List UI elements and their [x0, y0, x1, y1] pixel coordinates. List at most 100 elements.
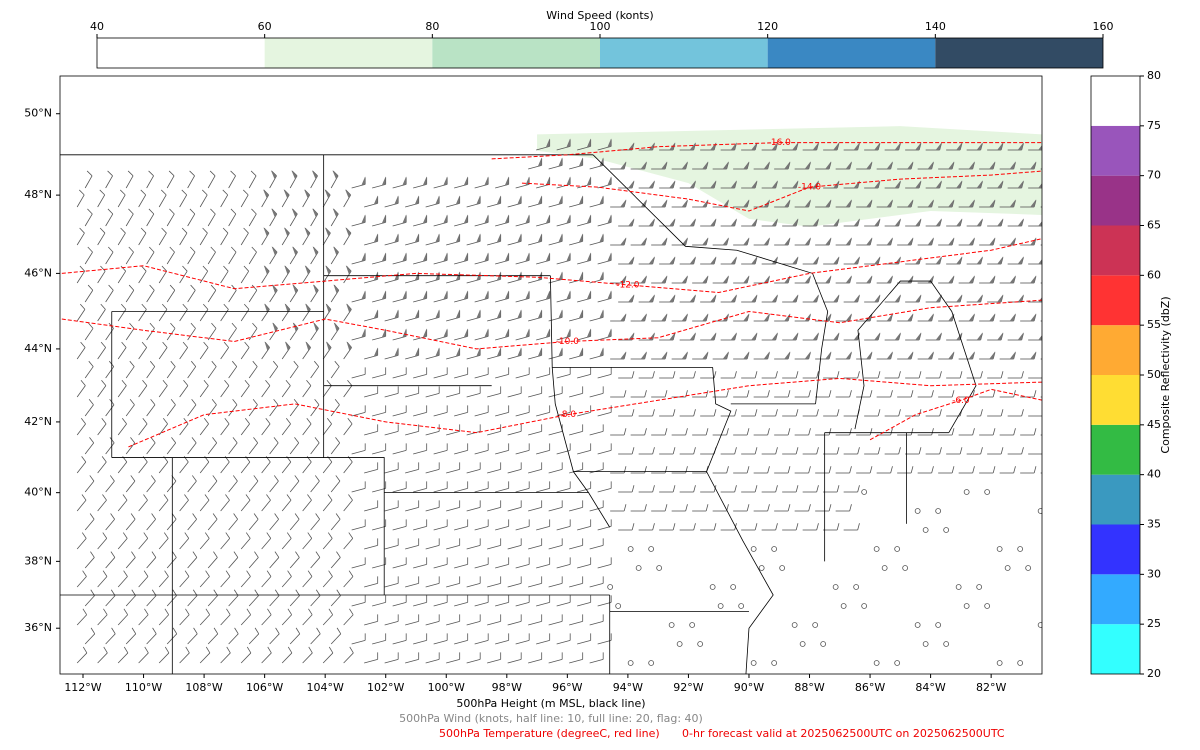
- wind-barb: [248, 557, 259, 569]
- wind-barb: [343, 194, 352, 208]
- wind-barb-tick: [767, 428, 770, 436]
- wind-barb-flag: [915, 332, 922, 340]
- wind-barb: [351, 563, 366, 569]
- wind-barb-tick: [713, 371, 717, 379]
- wind-barb: [405, 240, 419, 246]
- wind-barb-tick: [836, 447, 840, 455]
- wind-barb: [302, 385, 312, 398]
- wind-barb: [372, 639, 386, 645]
- wind-barb: [446, 278, 460, 284]
- wind-barb: [330, 557, 341, 569]
- wind-colorbar-tick-label: 40: [90, 20, 104, 33]
- wind-barb-flag: [1030, 313, 1037, 321]
- wind-barb: [269, 557, 280, 569]
- wind-barb: [466, 506, 481, 512]
- wind-barb-flag: [886, 275, 893, 283]
- wind-barb-flag: [661, 275, 668, 283]
- wind-barb-tick: [992, 428, 996, 436]
- wind-barb: [281, 385, 291, 398]
- wind-barb: [261, 423, 271, 436]
- wind-barb: [384, 354, 399, 360]
- wind-barb: [269, 404, 279, 417]
- wind-barb-flag: [1038, 183, 1042, 188]
- wind-barb-tick: [857, 447, 860, 455]
- wind-barb: [97, 385, 107, 398]
- wind-barb-tick: [623, 428, 627, 436]
- wind-barb: [343, 270, 352, 284]
- calm-wind: [894, 546, 901, 552]
- wind-barb: [302, 347, 311, 360]
- wind-barb-tick: [631, 409, 635, 417]
- wind-barb-tick: [308, 608, 313, 615]
- wind-barb: [364, 202, 378, 208]
- wind-barb: [220, 270, 229, 284]
- wind-barb-tick: [160, 189, 167, 196]
- wind-barb: [507, 506, 522, 512]
- calm-wind: [984, 603, 991, 609]
- wind-barb-flag: [689, 142, 696, 150]
- wind-barb-flag: [586, 252, 591, 262]
- wind-barb-tick: [243, 303, 250, 310]
- wind-barb-tick: [210, 284, 217, 291]
- wind-barb-tick: [242, 189, 249, 196]
- wind-barb: [515, 373, 530, 379]
- wind-barb-flag: [792, 332, 799, 340]
- wind-barb: [556, 601, 571, 607]
- wind-barb: [117, 423, 127, 436]
- reflectivity-colorbar-tick-label: 40: [1147, 468, 1161, 481]
- wind-barb-tick: [89, 475, 95, 482]
- wind-barb-flag: [566, 214, 571, 224]
- wind-barb: [413, 601, 427, 607]
- wind-barb-flag: [525, 328, 530, 338]
- wind-barb-tick: [170, 322, 176, 329]
- wind-barb: [548, 392, 563, 398]
- wind-barb: [187, 595, 198, 607]
- wind-barb: [146, 442, 156, 455]
- wind-barb-tick: [292, 284, 299, 291]
- wind-barb-flag: [628, 218, 635, 226]
- wind-barb: [322, 538, 333, 550]
- wind-barb: [589, 430, 604, 436]
- wind-barb-tick: [120, 227, 126, 234]
- reflectivity-colorbar-tick-label: 75: [1147, 119, 1161, 132]
- wind-barb: [207, 633, 219, 645]
- wind-barb-flag: [381, 328, 386, 338]
- wind-barb: [343, 576, 354, 588]
- wind-barb: [187, 519, 197, 531]
- wind-barb-tick: [693, 523, 696, 531]
- wind-barb-flag: [422, 328, 427, 338]
- x-tick-label: 82°W: [976, 681, 1006, 694]
- wind-barb-flag: [792, 218, 799, 226]
- wind-barb: [343, 347, 352, 360]
- wind-barb-tick: [130, 475, 136, 482]
- wind-barb-flag: [702, 199, 709, 207]
- wind-barb-tick: [182, 265, 188, 272]
- wind-barb-flag: [833, 218, 840, 226]
- wind-barb-flag: [263, 265, 270, 275]
- wind-barb-flag: [1009, 237, 1016, 245]
- wind-barb-flag: [620, 313, 627, 321]
- wind-barb: [330, 480, 341, 493]
- wind-barb-flag: [455, 309, 460, 319]
- wind-barb-tick: [1041, 149, 1042, 150]
- wind-barb-tick: [161, 303, 168, 310]
- wind-barb: [433, 259, 448, 265]
- wind-barb: [248, 404, 258, 417]
- wind-barb: [384, 392, 399, 398]
- calm-wind: [791, 622, 798, 628]
- wind-barb: [536, 525, 550, 531]
- wind-barb: [413, 335, 427, 341]
- wind-barb-flag: [1030, 199, 1037, 207]
- wind-barb: [495, 639, 509, 645]
- wind-barb: [413, 563, 427, 569]
- wind-barb-tick: [102, 494, 107, 501]
- wind-barb-tick: [100, 341, 106, 348]
- wind-barb: [433, 601, 448, 607]
- wind-barb: [261, 194, 270, 208]
- wind-barb-flag: [968, 275, 975, 283]
- wind-barb-flag: [578, 233, 583, 243]
- wind-barb-tick: [1055, 314, 1057, 321]
- contour-label: -16.0: [768, 138, 792, 148]
- wind-barb: [351, 449, 366, 455]
- x-tick-label: 112°W: [64, 681, 101, 694]
